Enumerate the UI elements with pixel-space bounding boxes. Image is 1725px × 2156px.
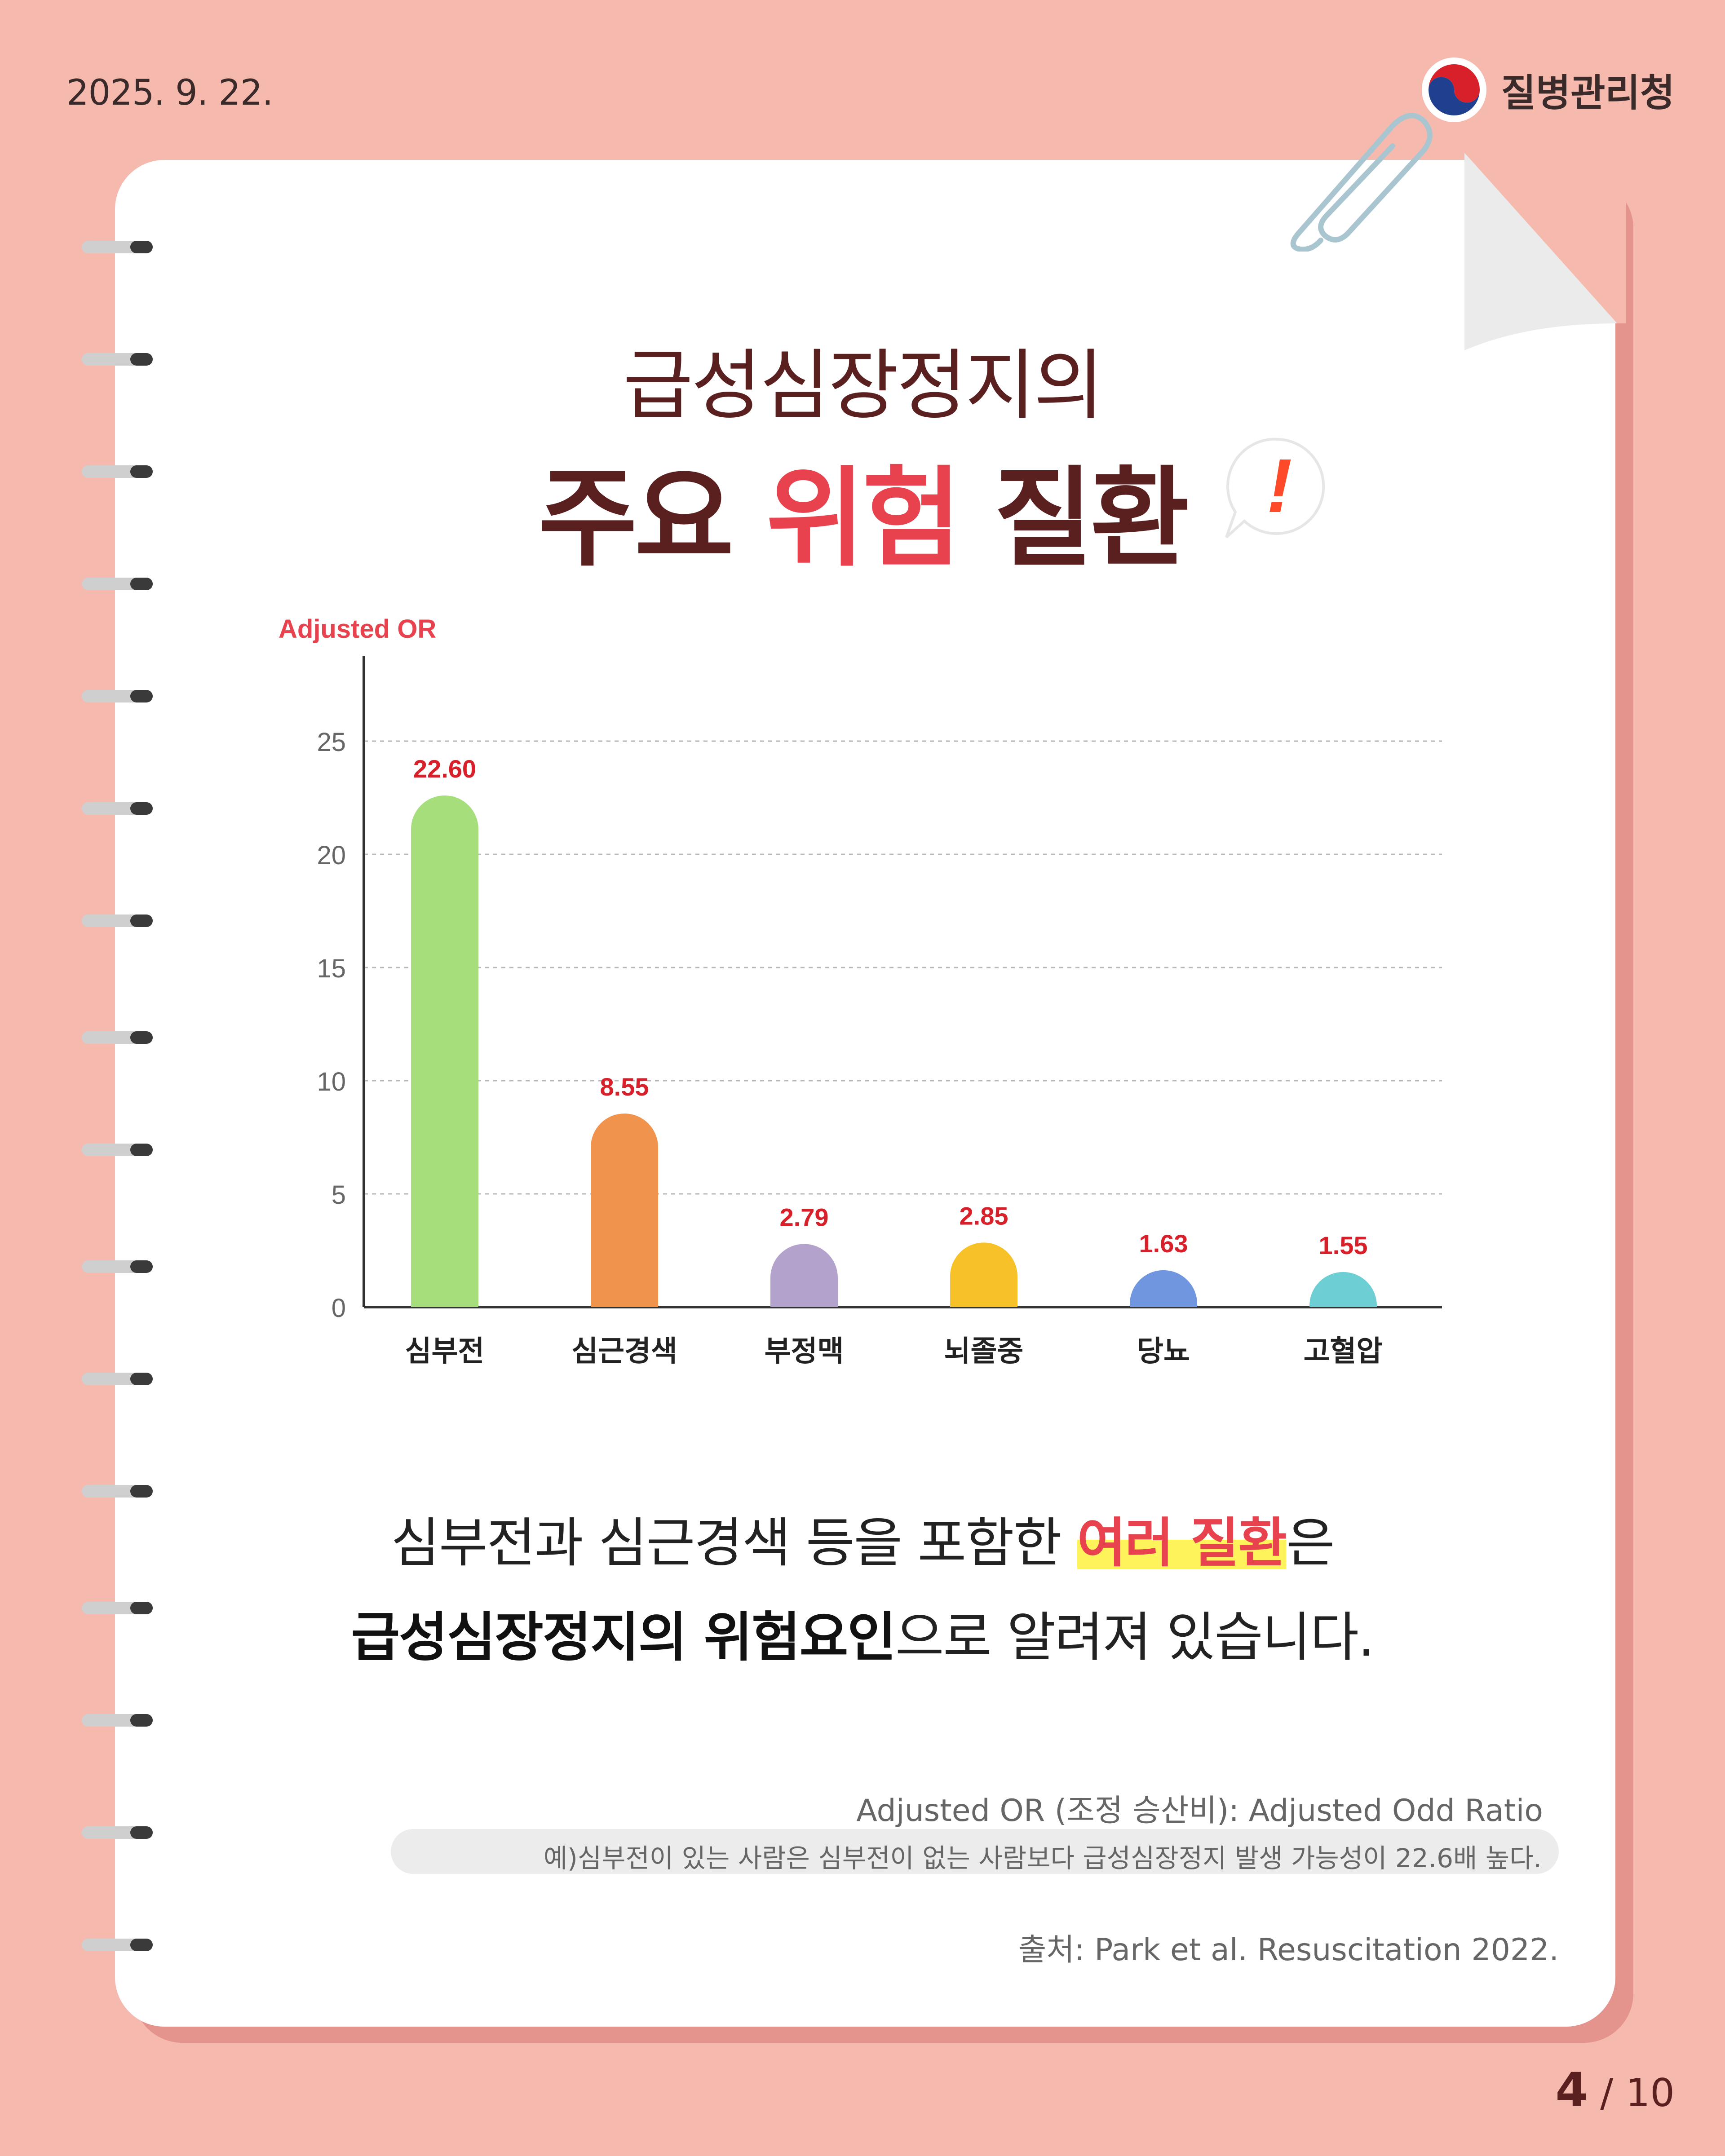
x-category-label: 뇌졸중 [944, 1335, 1024, 1368]
bar-value-label: 22.60 [413, 755, 476, 783]
bar [411, 795, 478, 1307]
y-tick-label: 0 [332, 1294, 346, 1323]
binder-ring-icon [82, 241, 153, 253]
bar-value-label: 1.63 [1139, 1229, 1188, 1258]
source-citation: 출처: Park et al. Resuscitation 2022. [1018, 1932, 1559, 1968]
bar [950, 1242, 1017, 1307]
binder-ring-icon [82, 578, 153, 590]
y-tick-label: 10 [317, 1067, 346, 1096]
risk-bar-chart: 0 5 10 15 20 25 Adjusted OR 22.60 심부전 8.55 심근경색 2.7… [279, 614, 1442, 1368]
bar [1130, 1270, 1197, 1307]
binder-ring-icon [82, 1260, 153, 1273]
y-tick-label: 5 [332, 1180, 346, 1210]
title-word-main: 주요 [538, 455, 734, 581]
y-tick-label: 25 [317, 728, 346, 757]
binder-ring-icon [82, 1939, 153, 1951]
exclamation-bubble-icon: ! [1225, 437, 1325, 539]
page-separator: / [1588, 2071, 1626, 2116]
bar-value-label: 1.55 [1319, 1231, 1368, 1259]
org-name: 질병관리청 [1501, 71, 1675, 115]
taegeuk-logo-icon [1421, 57, 1486, 122]
binder-ring-icon [82, 690, 153, 702]
folded-corner [1464, 153, 1626, 350]
example-note-text: 예)심부전이 있는 사람은 심부전이 없는 사람보다 급성심장정지 발생 가능성… [543, 1843, 1542, 1873]
x-category-label: 고혈압 [1304, 1335, 1383, 1368]
binder-ring-icon [82, 1373, 153, 1385]
caption-bold: 급성심장정지의 위험요인 [351, 1606, 896, 1668]
binder-ring-icon [82, 802, 153, 815]
bar [1309, 1272, 1377, 1307]
y-tick-label: 20 [317, 841, 346, 870]
binder-ring-icon [82, 465, 153, 478]
y-tick-label: 15 [317, 954, 346, 983]
paper-clip-icon [1290, 113, 1433, 252]
binder-ring-icon [82, 1031, 153, 1044]
caption-line1: 심부전과 심근경색 등을 포함한 여러 질환은 [0, 1496, 1725, 1590]
bar [770, 1244, 838, 1307]
title-word-disease: 질환 [994, 455, 1190, 581]
caption-line2: 급성심장정지의 위험요인으로 알려져 있습니다. [0, 1590, 1725, 1684]
bar-value-label: 2.79 [780, 1203, 829, 1231]
page-total: 10 [1625, 2071, 1675, 2116]
date-text: 2025. 9. 22. [66, 73, 273, 113]
caption-highlight: 여러 질환 [1077, 1512, 1287, 1574]
binder-ring-icon [82, 1485, 153, 1498]
or-definition-note: Adjusted OR (조정 승산비): Adjusted Odd Ratio [856, 1793, 1543, 1829]
caption-text-a: 심부전과 심근경색 등을 포함한 [391, 1512, 1077, 1574]
binder-ring-icon [82, 1144, 153, 1156]
title-line1: 급성심장정지의 [623, 341, 1104, 430]
x-category-label: 부정맥 [765, 1335, 844, 1368]
binder-ring-icon [82, 353, 153, 366]
binder-ring-icon [82, 1714, 153, 1727]
title-word-highlight: 위험 [766, 455, 962, 581]
x-category-label: 당뇨 [1137, 1335, 1190, 1368]
title-line2: 주요 위험 질환 [0, 431, 1725, 587]
page-current: 4 [1555, 2063, 1588, 2117]
x-category-label: 심근경색 [571, 1335, 677, 1368]
example-note-pill: 예)심부전이 있는 사람은 심부전이 없는 사람보다 급성심장정지 발생 가능성… [391, 1829, 1559, 1874]
page-indicator: 4 / 10 [1556, 2063, 1675, 2117]
org-logo: 질병관리청 [1420, 54, 1675, 126]
caption: 심부전과 심근경색 등을 포함한 여러 질환은 급성심장정지의 위험요인으로 알… [0, 1496, 1725, 1684]
caption-text-b: 은 [1286, 1512, 1335, 1574]
bar [591, 1113, 658, 1307]
exclamation-mark: ! [1267, 443, 1292, 529]
binder-ring-icon [82, 915, 153, 927]
binder-ring-icon [82, 1826, 153, 1839]
binder-ring-icon [82, 1602, 153, 1614]
x-category-label: 심부전 [405, 1335, 485, 1368]
caption-text-c: 으로 알려져 있습니다. [895, 1606, 1375, 1668]
y-axis-label: Adjusted OR [279, 614, 436, 644]
bar-value-label: 2.85 [960, 1202, 1008, 1230]
bar-value-label: 8.55 [600, 1073, 649, 1101]
